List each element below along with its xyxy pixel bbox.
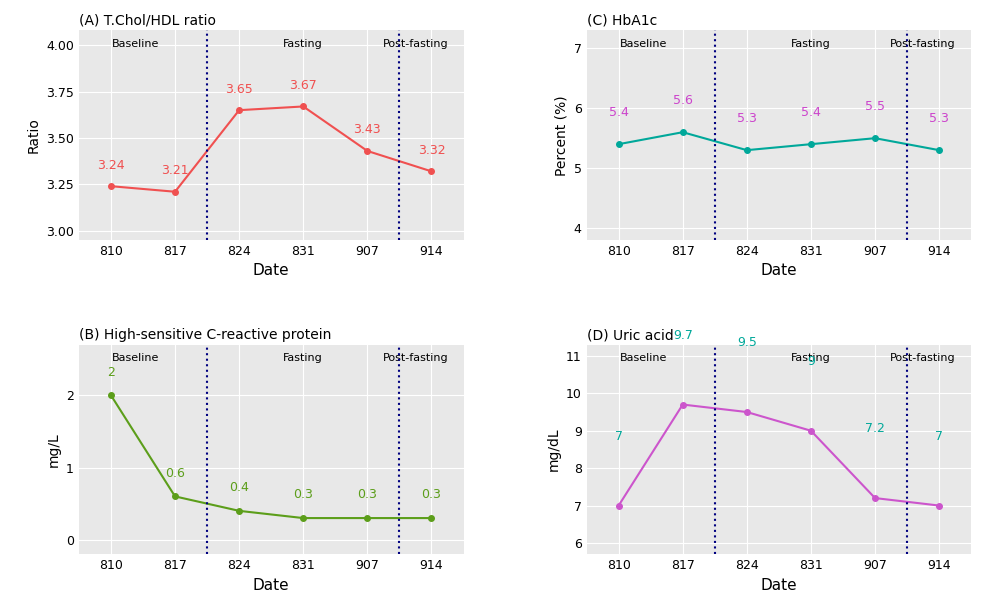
X-axis label: Date: Date [252, 577, 290, 593]
Y-axis label: mg/dL: mg/dL [546, 428, 560, 471]
Text: (C) HbA1c: (C) HbA1c [587, 14, 657, 28]
X-axis label: Date: Date [760, 577, 798, 593]
Text: 5.4: 5.4 [608, 106, 628, 119]
X-axis label: Date: Date [760, 263, 798, 278]
Text: 7: 7 [614, 430, 622, 443]
Text: Baseline: Baseline [620, 353, 668, 363]
Text: 0.3: 0.3 [293, 488, 314, 501]
Text: 9.7: 9.7 [672, 329, 693, 342]
Text: Baseline: Baseline [620, 39, 668, 49]
Text: 3.65: 3.65 [225, 82, 253, 96]
Text: Baseline: Baseline [112, 353, 160, 363]
Text: Baseline: Baseline [112, 39, 160, 49]
Text: 5.5: 5.5 [865, 100, 885, 113]
Text: Post-fasting: Post-fasting [890, 39, 956, 49]
Text: 0.4: 0.4 [229, 481, 249, 494]
Text: 9.5: 9.5 [737, 336, 757, 349]
Text: 3.43: 3.43 [354, 123, 382, 136]
X-axis label: Date: Date [252, 263, 290, 278]
Text: Fasting: Fasting [283, 353, 323, 363]
Text: Fasting: Fasting [791, 353, 831, 363]
Text: 0.6: 0.6 [165, 466, 185, 480]
Text: Post-fasting: Post-fasting [383, 353, 449, 363]
Text: 7: 7 [935, 430, 944, 443]
Text: 5.3: 5.3 [929, 112, 950, 125]
Text: 3.67: 3.67 [289, 79, 317, 92]
Y-axis label: Percent (%): Percent (%) [554, 95, 568, 175]
Text: (D) Uric acid: (D) Uric acid [587, 328, 673, 342]
Text: 5.3: 5.3 [737, 112, 757, 125]
Text: (B) High-sensitive C-reactive protein: (B) High-sensitive C-reactive protein [79, 328, 331, 342]
Text: 5.6: 5.6 [672, 94, 693, 107]
Text: 3.24: 3.24 [97, 158, 125, 172]
Text: Fasting: Fasting [791, 39, 831, 49]
Text: 0.3: 0.3 [422, 488, 442, 501]
Y-axis label: mg/L: mg/L [46, 432, 60, 467]
Text: Fasting: Fasting [283, 39, 323, 49]
Text: (A) T.Chol/HDL ratio: (A) T.Chol/HDL ratio [79, 14, 216, 28]
Text: 0.3: 0.3 [357, 488, 378, 501]
Text: 3.21: 3.21 [162, 164, 189, 177]
Text: 3.32: 3.32 [418, 144, 446, 157]
Text: Post-fasting: Post-fasting [383, 39, 449, 49]
Text: 2: 2 [107, 365, 115, 379]
Text: 5.4: 5.4 [801, 106, 821, 119]
Text: 9: 9 [807, 355, 814, 368]
Text: Post-fasting: Post-fasting [890, 353, 956, 363]
Y-axis label: Ratio: Ratio [27, 118, 40, 153]
Text: 7.2: 7.2 [865, 422, 885, 435]
